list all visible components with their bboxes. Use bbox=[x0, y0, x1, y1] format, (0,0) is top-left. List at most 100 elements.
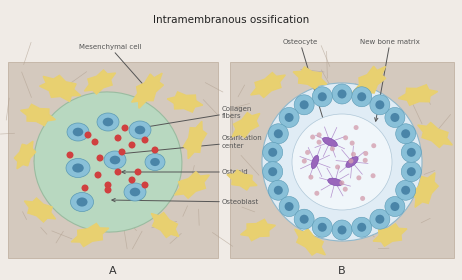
Polygon shape bbox=[151, 213, 179, 237]
Ellipse shape bbox=[294, 95, 314, 115]
Circle shape bbox=[141, 137, 148, 143]
Ellipse shape bbox=[375, 100, 384, 109]
Ellipse shape bbox=[150, 158, 160, 166]
Polygon shape bbox=[132, 73, 164, 108]
Circle shape bbox=[343, 187, 348, 192]
Polygon shape bbox=[418, 123, 452, 148]
Ellipse shape bbox=[285, 113, 293, 122]
Ellipse shape bbox=[352, 87, 372, 107]
Ellipse shape bbox=[395, 180, 416, 200]
Ellipse shape bbox=[318, 92, 327, 101]
Circle shape bbox=[104, 186, 111, 193]
Polygon shape bbox=[293, 67, 327, 89]
Text: Osteocyte: Osteocyte bbox=[282, 39, 329, 138]
Ellipse shape bbox=[268, 124, 288, 144]
Circle shape bbox=[360, 196, 365, 201]
Ellipse shape bbox=[401, 142, 421, 162]
Polygon shape bbox=[24, 198, 55, 222]
Circle shape bbox=[308, 175, 313, 180]
Text: Osteoid: Osteoid bbox=[122, 169, 249, 175]
Polygon shape bbox=[167, 92, 203, 112]
Ellipse shape bbox=[332, 84, 352, 104]
Circle shape bbox=[350, 141, 355, 146]
Circle shape bbox=[128, 176, 135, 183]
Ellipse shape bbox=[357, 92, 366, 101]
Circle shape bbox=[314, 191, 319, 196]
Ellipse shape bbox=[268, 148, 277, 157]
Ellipse shape bbox=[268, 167, 277, 176]
Ellipse shape bbox=[73, 128, 83, 136]
Circle shape bbox=[348, 158, 353, 164]
Ellipse shape bbox=[285, 202, 293, 211]
Ellipse shape bbox=[72, 164, 84, 172]
Circle shape bbox=[152, 146, 158, 153]
Polygon shape bbox=[40, 75, 81, 102]
Circle shape bbox=[316, 132, 322, 137]
Ellipse shape bbox=[67, 123, 89, 141]
Circle shape bbox=[115, 169, 122, 176]
FancyBboxPatch shape bbox=[8, 62, 218, 258]
Circle shape bbox=[316, 140, 322, 145]
Circle shape bbox=[115, 134, 122, 141]
Ellipse shape bbox=[34, 92, 182, 232]
Ellipse shape bbox=[357, 223, 366, 232]
Ellipse shape bbox=[318, 223, 327, 232]
Ellipse shape bbox=[332, 220, 352, 240]
Ellipse shape bbox=[279, 197, 299, 216]
FancyBboxPatch shape bbox=[230, 62, 454, 258]
Ellipse shape bbox=[274, 186, 283, 195]
Circle shape bbox=[85, 132, 91, 139]
Polygon shape bbox=[295, 229, 325, 255]
Ellipse shape bbox=[292, 114, 392, 210]
Text: Collagen
fibers: Collagen fibers bbox=[144, 106, 252, 129]
Polygon shape bbox=[175, 172, 209, 198]
Ellipse shape bbox=[263, 162, 283, 182]
Ellipse shape bbox=[395, 124, 416, 144]
Polygon shape bbox=[85, 70, 116, 94]
Ellipse shape bbox=[338, 90, 346, 99]
Ellipse shape bbox=[294, 209, 314, 229]
Circle shape bbox=[305, 150, 310, 155]
Ellipse shape bbox=[312, 87, 332, 107]
Text: New bone matrix: New bone matrix bbox=[360, 39, 420, 121]
Circle shape bbox=[134, 169, 141, 176]
Circle shape bbox=[330, 146, 335, 151]
Circle shape bbox=[340, 180, 344, 185]
Circle shape bbox=[363, 151, 368, 156]
Circle shape bbox=[118, 148, 126, 155]
Ellipse shape bbox=[77, 197, 87, 207]
Ellipse shape bbox=[322, 137, 337, 147]
Polygon shape bbox=[14, 141, 36, 169]
Circle shape bbox=[310, 134, 315, 139]
Ellipse shape bbox=[145, 153, 165, 171]
Polygon shape bbox=[232, 113, 260, 137]
Ellipse shape bbox=[109, 156, 120, 164]
Ellipse shape bbox=[401, 129, 410, 138]
Ellipse shape bbox=[268, 180, 288, 200]
Circle shape bbox=[97, 155, 103, 162]
Ellipse shape bbox=[103, 118, 113, 126]
Ellipse shape bbox=[66, 158, 90, 178]
Circle shape bbox=[141, 181, 148, 188]
Circle shape bbox=[302, 158, 307, 164]
Polygon shape bbox=[71, 223, 109, 247]
Ellipse shape bbox=[97, 113, 119, 131]
Circle shape bbox=[351, 152, 356, 157]
Text: B: B bbox=[338, 266, 346, 276]
Ellipse shape bbox=[407, 167, 416, 176]
Circle shape bbox=[363, 158, 368, 163]
Ellipse shape bbox=[390, 202, 400, 211]
Ellipse shape bbox=[279, 108, 299, 127]
Ellipse shape bbox=[390, 113, 400, 122]
Ellipse shape bbox=[401, 162, 421, 182]
Circle shape bbox=[122, 125, 128, 132]
Ellipse shape bbox=[262, 83, 422, 241]
Circle shape bbox=[371, 143, 376, 148]
Ellipse shape bbox=[300, 215, 309, 224]
Polygon shape bbox=[251, 73, 286, 97]
Ellipse shape bbox=[401, 186, 410, 195]
Circle shape bbox=[128, 141, 135, 148]
Circle shape bbox=[95, 171, 102, 179]
Polygon shape bbox=[412, 173, 438, 207]
Circle shape bbox=[67, 151, 73, 158]
